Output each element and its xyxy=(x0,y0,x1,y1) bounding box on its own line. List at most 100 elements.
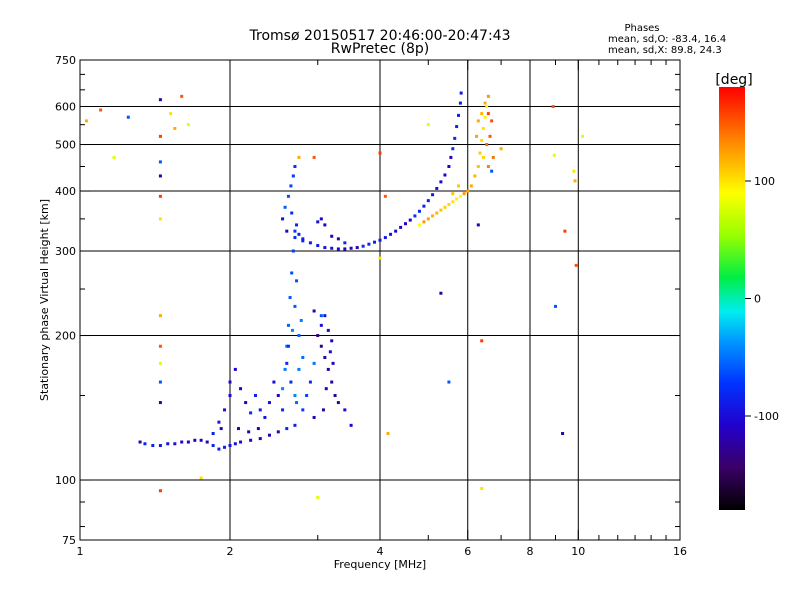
data-point xyxy=(290,271,294,275)
data-point xyxy=(308,380,312,384)
data-point xyxy=(552,153,556,157)
data-point xyxy=(239,387,243,391)
data-point xyxy=(293,394,297,398)
data-point xyxy=(486,164,490,168)
data-point xyxy=(330,339,334,343)
data-point xyxy=(158,401,162,405)
data-point xyxy=(572,169,576,173)
data-point xyxy=(485,143,489,147)
data-point xyxy=(451,192,455,196)
x-axis: 1 2 4 6 8 10 16 xyxy=(77,60,687,558)
data-point xyxy=(326,328,330,332)
data-point xyxy=(367,242,371,246)
data-point xyxy=(469,184,473,188)
y-tick-label: 300 xyxy=(55,245,76,258)
data-point xyxy=(239,440,243,444)
data-point xyxy=(223,408,227,412)
data-point xyxy=(301,355,305,359)
data-point xyxy=(228,444,232,448)
data-point xyxy=(301,237,305,241)
data-point xyxy=(426,123,430,127)
data-point xyxy=(158,380,162,384)
data-point xyxy=(138,440,142,444)
data-point xyxy=(417,209,421,213)
data-point xyxy=(499,147,503,151)
data-point xyxy=(290,211,294,215)
data-point xyxy=(328,350,332,354)
data-point xyxy=(435,211,439,215)
data-point xyxy=(281,217,285,221)
data-point xyxy=(316,334,320,338)
data-point xyxy=(291,174,295,178)
data-point xyxy=(169,112,173,116)
data-point xyxy=(312,361,316,365)
data-point xyxy=(316,495,320,499)
data-point xyxy=(361,244,365,248)
data-point xyxy=(283,205,287,209)
data-point xyxy=(563,229,567,233)
data-point xyxy=(158,217,162,221)
data-point xyxy=(399,225,403,229)
data-point xyxy=(285,361,289,365)
data-point xyxy=(293,236,297,240)
data-point xyxy=(333,394,337,398)
data-point xyxy=(330,380,334,384)
data-point xyxy=(158,314,162,318)
data-point xyxy=(312,309,316,313)
data-point xyxy=(476,164,480,168)
data-point xyxy=(293,304,297,308)
data-point xyxy=(126,115,130,119)
data-point xyxy=(336,401,340,405)
data-point xyxy=(180,440,184,444)
data-point xyxy=(281,408,285,412)
data-point xyxy=(158,444,162,448)
x-tick-label: 4 xyxy=(377,545,384,558)
data-point xyxy=(466,189,470,193)
x-axis-label: Frequency [MHz] xyxy=(334,558,426,571)
data-point xyxy=(247,430,251,434)
data-point xyxy=(258,437,262,441)
stats-o-mode: mean, sd,O: -83.4, 16.4 xyxy=(608,34,726,45)
data-points xyxy=(84,91,585,499)
data-point xyxy=(378,151,382,155)
data-point xyxy=(447,164,451,168)
data-point xyxy=(439,180,443,184)
data-point xyxy=(319,323,323,327)
data-point xyxy=(276,394,280,398)
data-point xyxy=(233,367,237,371)
data-point xyxy=(305,394,309,398)
colorbar-ticks: 100 0 -100 xyxy=(745,175,779,423)
data-point xyxy=(581,134,585,138)
data-point xyxy=(343,247,347,251)
data-point xyxy=(455,197,459,201)
data-point xyxy=(158,174,162,178)
data-point xyxy=(480,112,484,116)
data-point xyxy=(486,112,490,116)
data-point xyxy=(383,236,387,240)
x-tick-label: 8 xyxy=(527,545,534,558)
data-point xyxy=(297,232,301,236)
data-point xyxy=(158,98,162,102)
data-point xyxy=(355,246,359,250)
data-point xyxy=(151,444,155,448)
data-point xyxy=(166,442,170,446)
data-point xyxy=(158,194,162,198)
colorbar-label: [deg] xyxy=(715,72,752,88)
data-point xyxy=(574,263,578,267)
data-point xyxy=(476,119,480,123)
data-point xyxy=(389,232,393,236)
data-point xyxy=(323,246,327,250)
y-axis-label: Stationary phase Virtual Height [km] xyxy=(38,199,51,401)
data-point xyxy=(435,186,439,190)
data-point xyxy=(447,202,451,206)
data-point xyxy=(336,237,340,241)
data-point xyxy=(426,217,430,221)
data-point xyxy=(99,108,103,112)
data-point xyxy=(408,218,412,222)
data-point xyxy=(289,380,293,384)
data-point xyxy=(490,119,494,123)
data-point xyxy=(223,445,227,449)
data-point xyxy=(211,432,215,436)
data-point xyxy=(312,415,316,419)
data-point xyxy=(158,361,162,365)
